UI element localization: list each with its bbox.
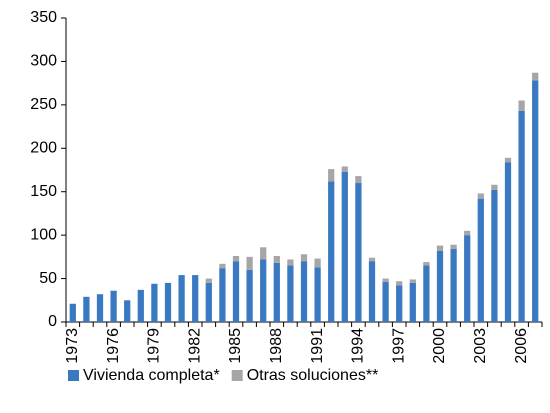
bar-segment xyxy=(532,80,539,322)
bar-segment xyxy=(137,289,144,322)
bar-segment xyxy=(328,169,335,182)
y-tick-label: 50 xyxy=(39,270,57,287)
bar-segment xyxy=(382,278,389,283)
bar-segment xyxy=(491,184,498,190)
bar-segment xyxy=(341,171,348,322)
y-tick-label: 350 xyxy=(30,9,57,26)
bar-segment xyxy=(205,278,212,283)
bar-segment xyxy=(423,265,430,322)
x-tick-label: 1988 xyxy=(268,328,285,364)
bar-segment xyxy=(491,189,498,322)
x-tick-label: 2000 xyxy=(431,328,448,364)
x-tick-label: 1991 xyxy=(309,328,326,364)
bar-segment xyxy=(368,261,376,322)
x-tick-label: 1979 xyxy=(146,328,163,364)
bar-segment xyxy=(436,250,444,322)
bar-segment xyxy=(300,254,308,262)
bar-segment xyxy=(273,255,280,263)
bar-segment xyxy=(464,235,471,322)
bar-segment xyxy=(382,282,389,322)
bar-segment xyxy=(219,263,226,269)
x-tick-label: 1982 xyxy=(186,328,203,364)
bar-segment xyxy=(260,259,267,322)
x-tick-label: 2003 xyxy=(472,328,489,364)
bar-segment xyxy=(355,176,362,184)
legend-label: Vivienda completa* xyxy=(83,367,220,384)
bar-segment xyxy=(246,269,253,322)
x-tick-label: 1997 xyxy=(390,328,407,364)
x-tick-label: 2006 xyxy=(513,328,530,364)
bar-segment xyxy=(341,166,348,172)
bar-segment xyxy=(178,275,185,322)
x-tick-label: 1994 xyxy=(350,328,367,364)
legend-label: Otras soluciones** xyxy=(247,367,379,384)
bar-segment xyxy=(287,259,294,266)
bar-segment xyxy=(273,262,280,322)
bar-segment xyxy=(423,262,430,266)
bar-segment xyxy=(477,198,484,322)
bar-segment xyxy=(464,230,471,236)
bar-segment xyxy=(518,100,525,111)
y-tick-label: 150 xyxy=(30,183,57,200)
bar-segment xyxy=(396,285,403,322)
bar-segment xyxy=(314,267,321,322)
bar-segment xyxy=(232,261,240,322)
bar-segment xyxy=(396,281,403,286)
bar-segment xyxy=(110,290,117,322)
y-tick-label: 100 xyxy=(30,226,57,243)
bar-segment xyxy=(477,193,484,199)
bar-segment xyxy=(300,261,308,322)
bar-segment xyxy=(409,282,416,322)
x-tick-label: 1985 xyxy=(227,328,244,364)
bar-segment xyxy=(504,157,512,163)
bar-segment xyxy=(532,72,539,81)
bar-segment xyxy=(246,256,253,270)
y-tick-label: 250 xyxy=(30,96,57,113)
bar-segment xyxy=(287,265,294,322)
bar-segment xyxy=(192,275,199,322)
y-tick-label: 300 xyxy=(30,53,57,70)
x-tick-label: 1973 xyxy=(64,328,81,364)
bar-segment xyxy=(450,244,457,250)
legend-swatch xyxy=(68,370,79,381)
bar-segment xyxy=(518,110,525,323)
bar-segment xyxy=(409,279,416,283)
legend-swatch xyxy=(231,370,243,381)
bar-segment xyxy=(69,303,76,322)
bar-segment xyxy=(328,181,335,322)
bar-segment xyxy=(205,282,212,322)
bar-segment xyxy=(436,245,444,251)
bar-segment xyxy=(355,183,362,322)
bar-segment xyxy=(232,255,240,262)
y-tick-label: 200 xyxy=(30,140,57,157)
bar-segment xyxy=(504,162,512,322)
bar-segment xyxy=(164,282,172,322)
bar-segment xyxy=(219,268,226,322)
bar-segment xyxy=(368,257,376,262)
bar-segment xyxy=(96,294,104,322)
bar-segment xyxy=(124,300,131,322)
x-tick-label: 1976 xyxy=(105,328,122,364)
bar-segment xyxy=(260,247,267,260)
y-tick-label: 0 xyxy=(48,313,57,330)
bar-segment xyxy=(151,283,158,322)
bar-segment xyxy=(83,296,90,322)
bar-segment xyxy=(314,258,321,268)
bar-segment xyxy=(450,249,457,322)
